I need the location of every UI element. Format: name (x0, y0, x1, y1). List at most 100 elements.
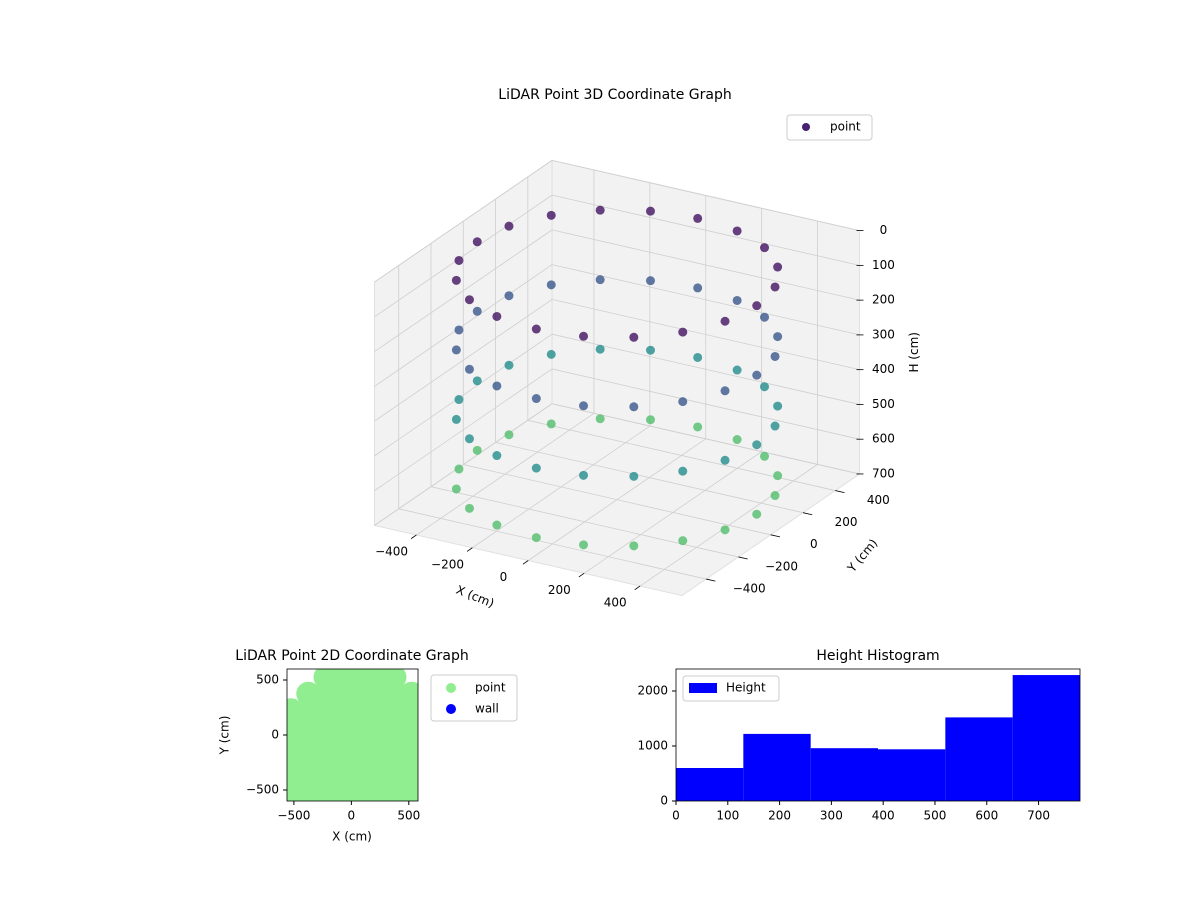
point (365, 731, 390, 756)
point (760, 382, 770, 392)
point (546, 349, 556, 359)
tick-mark (835, 490, 845, 494)
point (720, 455, 730, 465)
point (492, 520, 502, 530)
legend-marker (446, 683, 456, 693)
point (382, 747, 407, 772)
tick-mark (770, 534, 781, 538)
point (313, 731, 338, 756)
point (531, 394, 541, 404)
point (313, 747, 338, 772)
grid-line (551, 403, 860, 475)
z-axis-label: H (cm) (907, 332, 921, 373)
point (454, 255, 464, 265)
point (629, 332, 639, 342)
point (678, 466, 688, 476)
point (451, 414, 461, 424)
point (313, 681, 338, 706)
point (296, 714, 321, 739)
legend-box (786, 114, 873, 141)
point (752, 440, 762, 450)
z-tick-label: 0 (880, 223, 888, 237)
grid-line (398, 508, 707, 580)
point (451, 484, 461, 494)
y-axis-label: Y (cm) (218, 716, 232, 756)
x-tick-label: 500 (397, 809, 420, 823)
point (629, 471, 639, 481)
point (645, 206, 655, 216)
x-tick-label: 300 (820, 809, 843, 823)
point (546, 419, 556, 429)
point (330, 764, 355, 789)
grid-line (551, 159, 860, 232)
grid-line (551, 194, 860, 266)
point (770, 351, 780, 361)
point (693, 352, 703, 362)
point (504, 430, 514, 440)
point (347, 714, 372, 739)
y-tick-label: 0 (271, 728, 279, 742)
point (720, 525, 730, 535)
point (595, 275, 605, 285)
point (454, 395, 464, 405)
point (693, 213, 703, 223)
y-tick-label: 0 (810, 537, 818, 551)
point (313, 714, 338, 739)
point (330, 681, 355, 706)
grid-line (374, 403, 553, 526)
z-tick-label: 200 (872, 293, 895, 307)
legend-label: point (830, 120, 861, 134)
x-tick-label: −500 (277, 809, 310, 823)
grid-line (430, 486, 739, 558)
bar (1012, 675, 1080, 801)
point (472, 376, 482, 386)
chart-title: LiDAR Point 2D Coordinate Graph (235, 648, 468, 664)
point (464, 503, 474, 513)
point (678, 397, 688, 407)
grid-line (551, 229, 860, 301)
legend-marker (446, 704, 456, 714)
point (382, 681, 407, 706)
x-tick-label: 0 (672, 809, 680, 823)
point (451, 345, 461, 355)
point (770, 421, 780, 431)
grid-line (495, 442, 804, 514)
legend-marker (689, 683, 717, 693)
point (678, 327, 688, 337)
point (365, 764, 390, 789)
point (752, 301, 762, 311)
point (296, 764, 321, 789)
point (382, 764, 407, 789)
point (629, 541, 639, 551)
point (504, 291, 514, 301)
point (296, 747, 321, 772)
point (464, 295, 474, 305)
point (773, 401, 783, 411)
x-tick-label: 400 (872, 809, 895, 823)
x-tick-label: −400 (375, 545, 408, 559)
point (732, 226, 742, 236)
point (472, 237, 482, 247)
point (365, 681, 390, 706)
point (504, 360, 514, 370)
z-tick-label: 700 (872, 466, 895, 480)
tick-mark (738, 556, 748, 560)
y-tick-label: 200 (835, 515, 858, 529)
grid-line (374, 160, 553, 283)
bar (878, 749, 946, 801)
legend-marker (802, 123, 810, 131)
point (732, 435, 742, 445)
x-tick-label: 400 (604, 596, 627, 610)
point (732, 295, 742, 305)
point (773, 471, 783, 481)
point (330, 731, 355, 756)
y-tick-label: 2000 (637, 684, 668, 698)
tick-mark (706, 578, 716, 582)
point (382, 731, 407, 756)
point (720, 316, 730, 326)
point (579, 401, 589, 411)
point (382, 669, 407, 690)
point (313, 698, 338, 723)
y-tick-label: −200 (765, 559, 798, 573)
